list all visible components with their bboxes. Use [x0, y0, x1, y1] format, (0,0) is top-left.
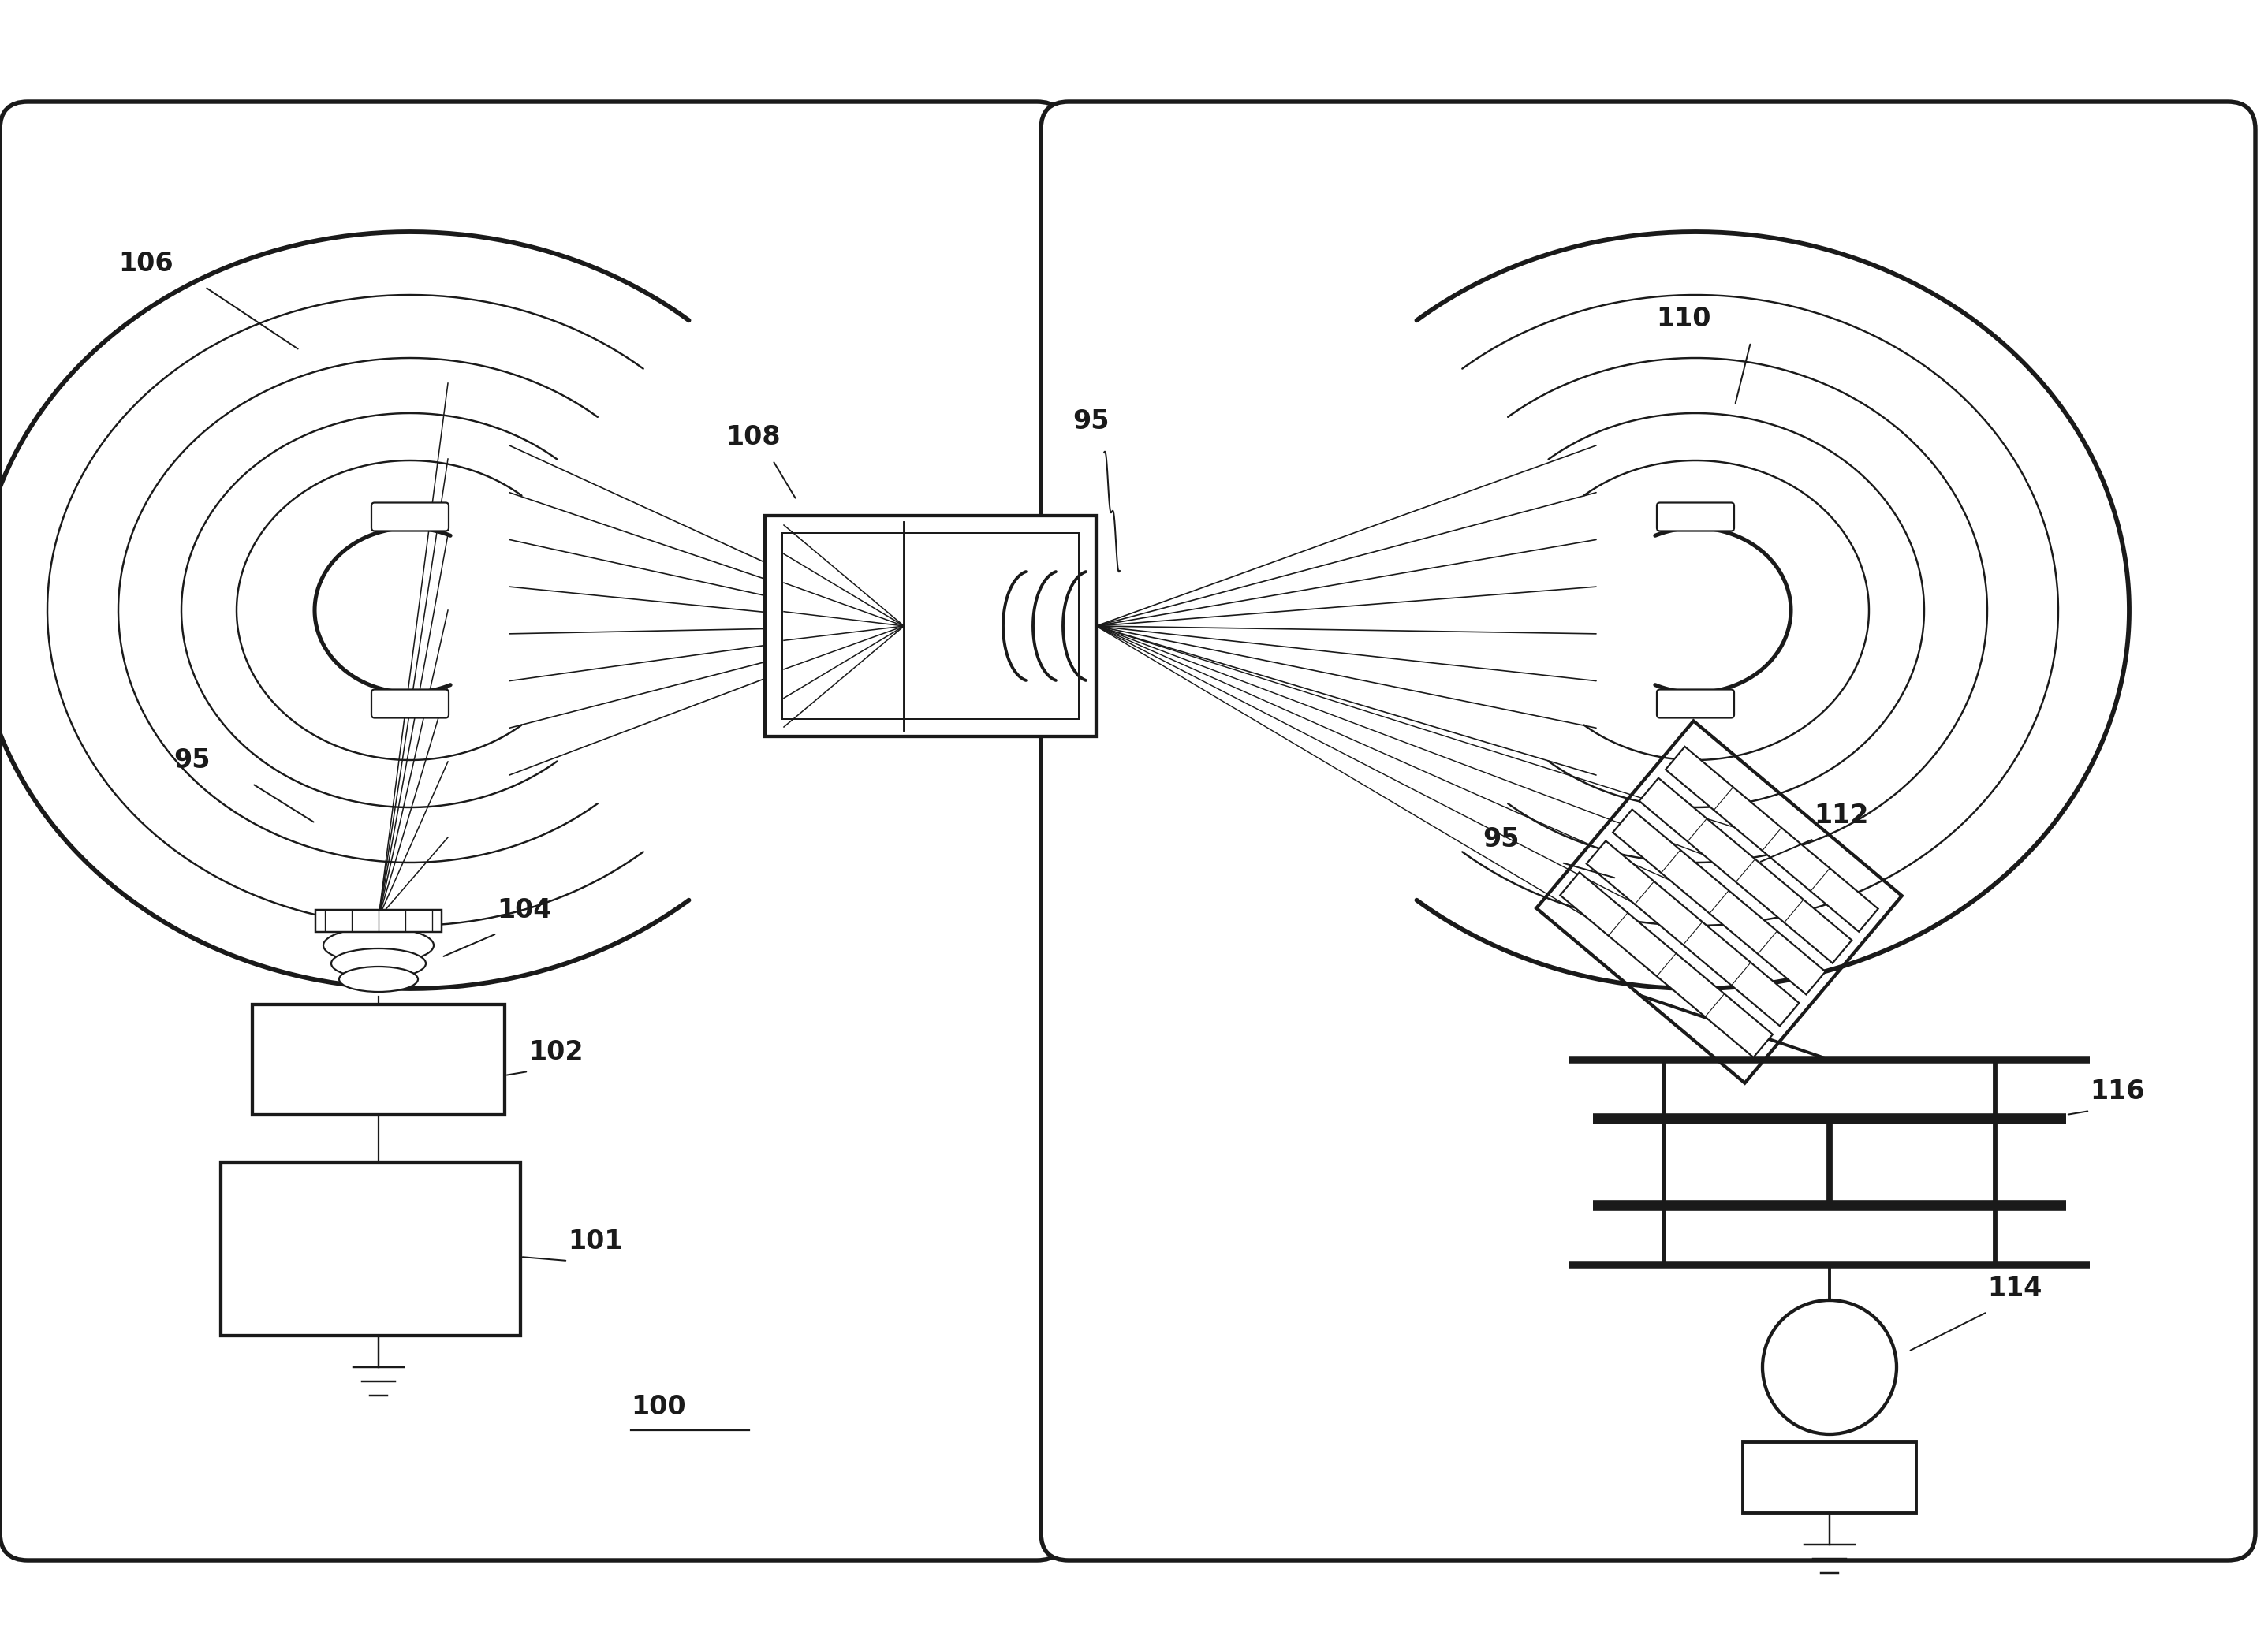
FancyBboxPatch shape: [0, 102, 1064, 1560]
Text: 110: 110: [1656, 305, 1710, 332]
Ellipse shape: [331, 948, 426, 979]
Text: 116: 116: [2089, 1078, 2146, 1105]
Ellipse shape: [324, 928, 433, 963]
Polygon shape: [1613, 809, 1826, 994]
Polygon shape: [1665, 746, 1878, 931]
FancyBboxPatch shape: [1658, 502, 1735, 532]
Text: 112: 112: [1814, 802, 1869, 829]
FancyBboxPatch shape: [220, 1162, 519, 1336]
FancyBboxPatch shape: [1041, 102, 2254, 1560]
Text: 101: 101: [567, 1228, 624, 1255]
Text: 95: 95: [1073, 408, 1109, 434]
Text: 95: 95: [172, 748, 211, 773]
FancyBboxPatch shape: [782, 533, 1080, 720]
Text: 102: 102: [528, 1038, 583, 1065]
Ellipse shape: [340, 966, 417, 992]
FancyBboxPatch shape: [1742, 1441, 1916, 1512]
Polygon shape: [1588, 840, 1799, 1025]
FancyBboxPatch shape: [372, 502, 449, 532]
FancyBboxPatch shape: [1658, 690, 1735, 718]
Text: 100: 100: [631, 1393, 685, 1420]
FancyBboxPatch shape: [764, 515, 1095, 736]
Polygon shape: [1640, 778, 1851, 963]
Text: 106: 106: [118, 251, 172, 277]
Text: 108: 108: [726, 424, 780, 451]
Text: 114: 114: [1987, 1276, 2041, 1301]
Polygon shape: [1560, 872, 1774, 1057]
Text: 104: 104: [497, 896, 551, 923]
Circle shape: [1762, 1299, 1896, 1435]
FancyBboxPatch shape: [252, 1004, 506, 1114]
Text: 95: 95: [1483, 826, 1520, 852]
FancyBboxPatch shape: [372, 690, 449, 718]
FancyBboxPatch shape: [315, 910, 442, 931]
